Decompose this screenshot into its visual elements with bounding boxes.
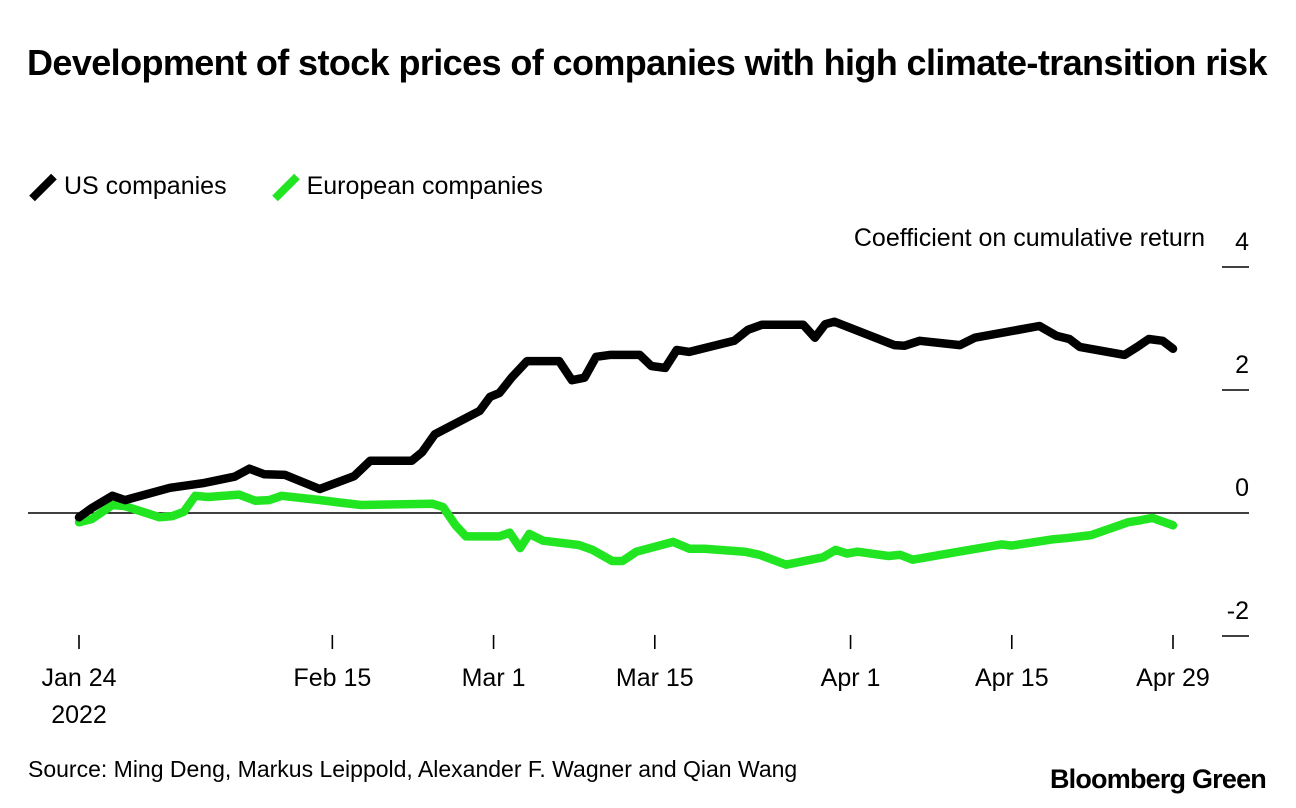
y-axis-label: Coefficient on cumulative return (853, 224, 1205, 252)
legend-item-europe: European companies (271, 172, 543, 201)
series-line-us (74, 317, 1178, 522)
x-tick-label: Apr 1 (821, 664, 881, 692)
x-tick-label: Mar 1 (462, 664, 526, 692)
series-line-europe (74, 490, 1178, 569)
chart-title: Development of stock prices of companies… (27, 42, 1267, 83)
legend-label-us: US companies (64, 172, 227, 200)
x-tick-label: Mar 15 (616, 664, 694, 692)
legend: US companies European companies (28, 172, 587, 201)
x-tick-label: Apr 15 (975, 664, 1049, 692)
source-note: Source: Ming Deng, Markus Leippold, Alex… (28, 756, 798, 782)
x-tick-label: Jan 24 (41, 664, 116, 692)
x-tick-label: Feb 15 (293, 664, 371, 692)
brand-logo: Bloomberg Green (1049, 764, 1267, 794)
y-tick-label: 2 (1235, 351, 1249, 379)
legend-item-us: US companies (28, 172, 227, 201)
y-tick-label: -2 (1227, 597, 1249, 625)
x-tick-label: Apr 29 (1136, 664, 1210, 692)
legend-label-europe: European companies (306, 172, 543, 200)
x-tick-sublabel: 2022 (51, 701, 107, 729)
y-tick-label: 4 (1235, 228, 1249, 256)
y-tick-label: 0 (1235, 474, 1249, 502)
